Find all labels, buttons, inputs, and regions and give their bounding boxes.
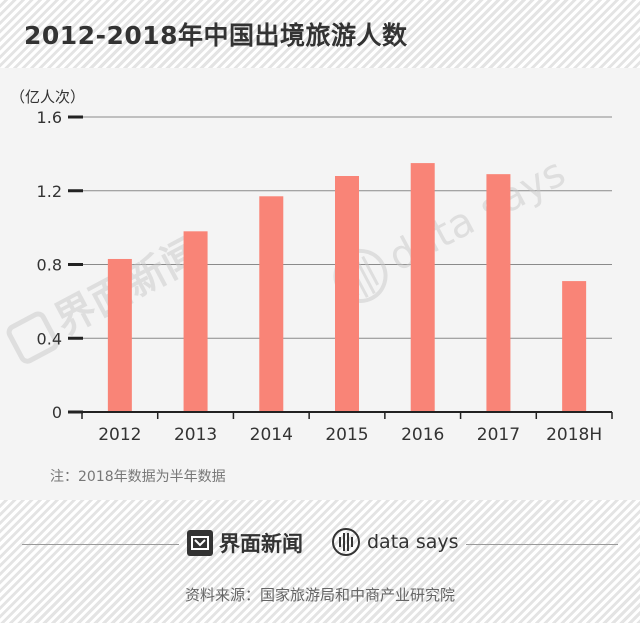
divider-right <box>466 544 618 545</box>
y-tick-mark <box>68 263 83 266</box>
y-axis-unit-label: （亿人次） <box>10 88 85 106</box>
y-tick-mark <box>68 115 83 119</box>
x-tick-label: 2012 <box>98 425 141 445</box>
chart-note: 注：2018年数据为半年数据 <box>50 469 226 485</box>
footer-band <box>0 500 640 623</box>
y-tick-label: 0 <box>52 403 62 422</box>
x-tick-label: 2016 <box>401 425 444 445</box>
bar-chart: （亿人次） 界面新闻 data says 00.40.81.21.6201220… <box>6 88 613 445</box>
x-tick-label: 2018H <box>546 425 602 445</box>
y-tick-mark <box>68 336 83 340</box>
bar-2018H <box>562 281 587 412</box>
divider-left <box>22 544 179 545</box>
brand-jiemian: 界面新闻 <box>187 528 303 558</box>
bar-2017 <box>486 174 511 412</box>
y-tick-label: 0.4 <box>37 329 62 348</box>
x-tick-label: 2017 <box>477 425 520 445</box>
y-tick-label: 1.2 <box>37 182 62 201</box>
brand-jiemian-text: 界面新闻 <box>219 532 303 556</box>
jiemian-logo-icon <box>187 530 213 556</box>
datasays-logo-icon <box>332 528 360 556</box>
x-tick-label: 2013 <box>174 425 217 445</box>
bar-2014 <box>259 196 284 412</box>
bar-2016 <box>410 163 435 412</box>
brand-datasays-text: data says <box>367 531 459 553</box>
brand-datasays: data says <box>331 527 459 557</box>
header-band <box>0 0 640 68</box>
source-text: 资料来源：国家旅游局和中商产业研究院 <box>184 586 455 604</box>
y-tick-label: 1.6 <box>37 108 62 127</box>
y-tick-label: 0.8 <box>37 256 62 275</box>
y-tick-mark <box>68 410 83 414</box>
bar-2013 <box>183 231 208 412</box>
bar-2015 <box>335 176 359 412</box>
watermark-datasays-text: data says <box>381 150 573 281</box>
y-tick-mark <box>68 189 83 193</box>
bar-2012 <box>107 258 132 412</box>
chart-title: 2012-2018年中国出境旅游人数 <box>24 21 408 50</box>
x-tick-label: 2015 <box>325 425 368 445</box>
x-tick-label: 2014 <box>250 425 293 445</box>
